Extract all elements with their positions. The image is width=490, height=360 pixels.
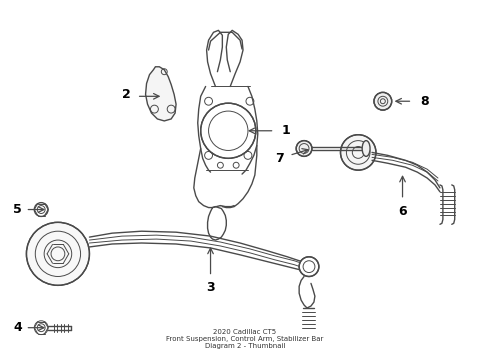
Circle shape bbox=[26, 222, 90, 285]
Circle shape bbox=[296, 141, 312, 156]
Text: 7: 7 bbox=[275, 152, 284, 165]
Circle shape bbox=[201, 103, 256, 158]
Circle shape bbox=[299, 257, 319, 276]
Text: 1: 1 bbox=[281, 124, 290, 137]
Circle shape bbox=[374, 93, 392, 110]
Text: 5: 5 bbox=[13, 203, 22, 216]
Text: 3: 3 bbox=[206, 281, 215, 294]
Text: 8: 8 bbox=[420, 95, 429, 108]
Polygon shape bbox=[146, 67, 176, 121]
Text: 2020 Cadillac CT5
Front Suspension, Control Arm, Stabilizer Bar
Diagram 2 - Thum: 2020 Cadillac CT5 Front Suspension, Cont… bbox=[166, 329, 324, 349]
Circle shape bbox=[341, 135, 376, 170]
Text: 6: 6 bbox=[398, 205, 407, 218]
Ellipse shape bbox=[362, 141, 370, 156]
Text: 2: 2 bbox=[122, 88, 131, 101]
Text: 4: 4 bbox=[13, 321, 22, 334]
